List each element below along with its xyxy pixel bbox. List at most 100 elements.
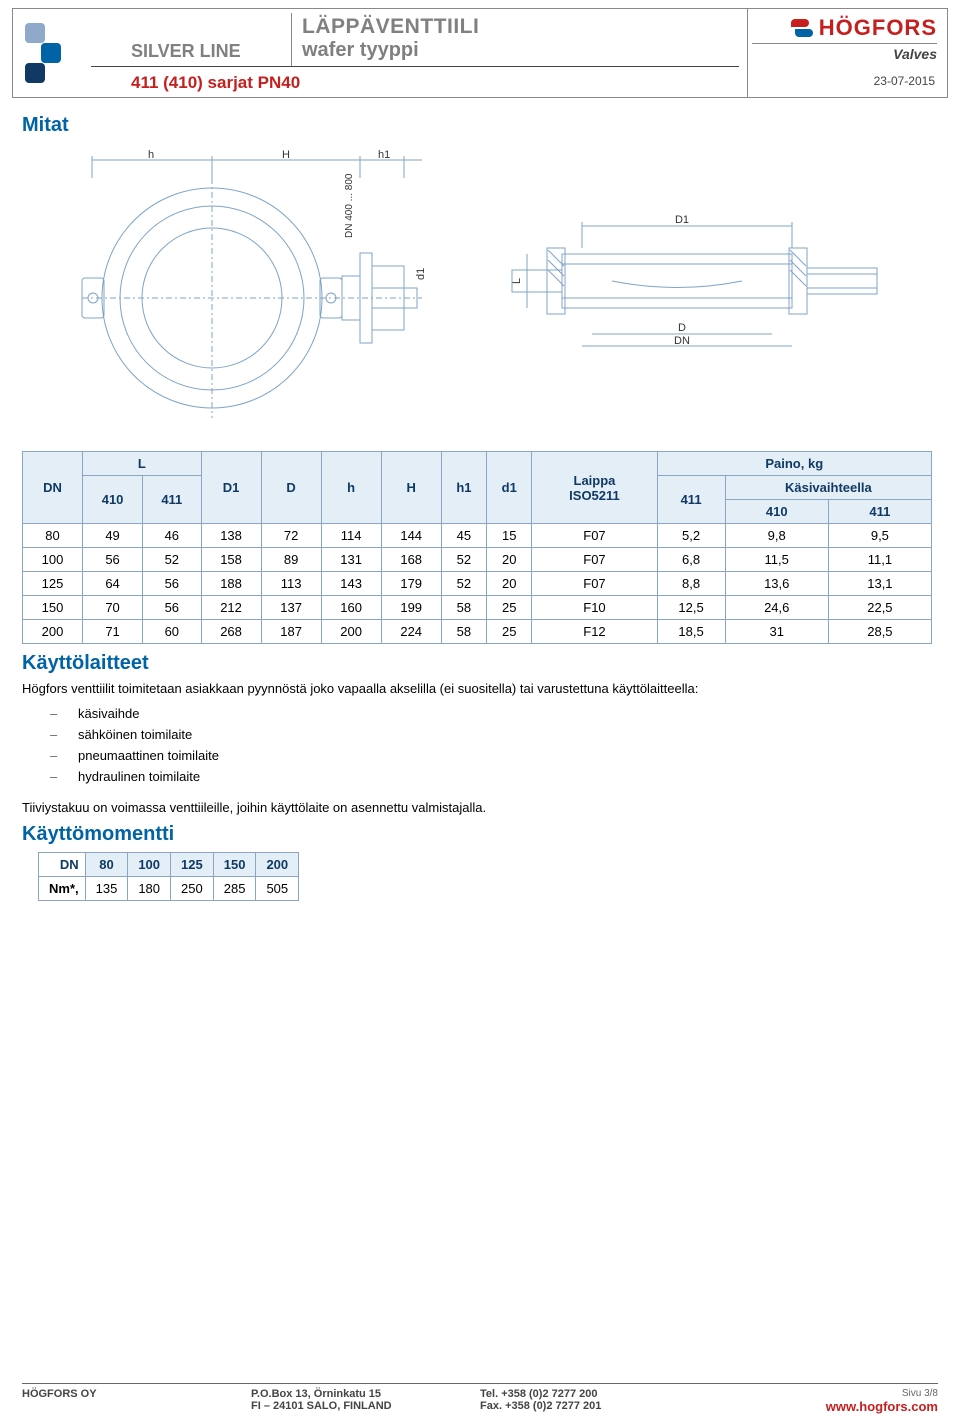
header-center: SILVER LINE LÄPPÄVENTTIILI wafer tyyppi … — [83, 9, 747, 97]
table-cell: 125 — [23, 572, 83, 596]
dim-DN: DN — [674, 335, 690, 347]
table-cell: 160 — [321, 596, 381, 620]
table-cell: 212 — [201, 596, 261, 620]
table-cell: 187 — [261, 620, 321, 644]
list-item: hydraulinen toimilaite — [78, 769, 938, 784]
side-view-svg: D1 L D DN — [492, 208, 892, 368]
th-h1: h1 — [441, 452, 486, 524]
table-cell: 11,5 — [725, 548, 828, 572]
side-view-drawing: D1 L D DN — [492, 208, 892, 368]
table-row: 1005652158891311685220F076,811,511,1 — [23, 548, 932, 572]
table-cell: 150 — [23, 596, 83, 620]
table-cell: 143 — [321, 572, 381, 596]
table-cell: 8,8 — [657, 572, 725, 596]
logo-sq1 — [25, 23, 45, 43]
th-L-410: 410 — [83, 476, 143, 524]
table-cell: 13,6 — [725, 572, 828, 596]
th-handlever: Käsivaihteella — [725, 476, 931, 500]
logo-shapes — [25, 23, 71, 83]
table-cell: 200 — [321, 620, 381, 644]
table-cell: 18,5 — [657, 620, 725, 644]
section-mitat: Mitat — [22, 114, 938, 137]
torque-val: 505 — [256, 877, 299, 901]
table-row: 20071602681872002245825F1218,53128,5 — [23, 620, 932, 644]
table-cell: 89 — [261, 548, 321, 572]
table-cell: 15 — [487, 524, 532, 548]
dim-D1: D1 — [675, 214, 689, 226]
table-cell: 31 — [725, 620, 828, 644]
table-cell: 12,5 — [657, 596, 725, 620]
th-D: D — [261, 452, 321, 524]
torque-val: 250 — [171, 877, 214, 901]
actuator-list: käsivaihdesähköinen toimilaitepneumaatti… — [78, 706, 938, 784]
table-cell: 64 — [83, 572, 143, 596]
table-cell: 13,1 — [828, 572, 931, 596]
table-cell: 144 — [381, 524, 441, 548]
table-cell: 11,1 — [828, 548, 931, 572]
table-cell: 268 — [201, 620, 261, 644]
doc-title-line1: LÄPPÄVENTTIILI — [302, 15, 739, 39]
section-actuators: Käyttölaitteet — [22, 652, 938, 675]
logo-sq3 — [25, 63, 45, 83]
table-cell: 188 — [201, 572, 261, 596]
dim-D: D — [678, 322, 686, 334]
torque-dn-label: DN — [39, 853, 86, 877]
table-cell: 131 — [321, 548, 381, 572]
dim-d1: d1 — [415, 268, 427, 280]
table-cell: 5,2 — [657, 524, 725, 548]
footer-page: Sivu 3/8 — [709, 1388, 938, 1399]
table-cell: 25 — [487, 620, 532, 644]
table-cell: 25 — [487, 596, 532, 620]
torque-col: 80 — [85, 853, 128, 877]
th-flange: Laippa ISO5211 — [532, 452, 657, 524]
brand-logo: HÖGFORS — [752, 15, 937, 41]
list-item: käsivaihde — [78, 706, 938, 721]
table-cell: 49 — [83, 524, 143, 548]
list-item: pneumaattinen toimilaite — [78, 748, 938, 763]
header: SILVER LINE LÄPPÄVENTTIILI wafer tyyppi … — [12, 8, 948, 98]
th-hl-411: 411 — [828, 500, 931, 524]
torque-val: 135 — [85, 877, 128, 901]
th-w-411: 411 — [657, 476, 725, 524]
actuator-intro: Högfors venttiilit toimitetaan asiakkaan… — [22, 681, 938, 696]
table-cell: 158 — [201, 548, 261, 572]
torque-val: 285 — [213, 877, 256, 901]
table-cell: 72 — [261, 524, 321, 548]
table-cell: 138 — [201, 524, 261, 548]
table-cell: 114 — [321, 524, 381, 548]
drawings: h H h1 DN 400 ... 800 d1 — [32, 143, 938, 433]
dim-L: L — [511, 278, 523, 284]
table-cell: 52 — [441, 548, 486, 572]
section-torque: Käyttömomentti — [22, 823, 938, 846]
th-D1: D1 — [201, 452, 261, 524]
dim-H: H — [282, 149, 290, 161]
footer-company: HÖGFORS OY — [22, 1388, 97, 1400]
th-dn: DN — [23, 452, 83, 524]
table-cell: 100 — [23, 548, 83, 572]
footer-fax: Fax. +358 (0)2 7277 201 — [480, 1400, 601, 1412]
torque-col: 200 — [256, 853, 299, 877]
table-cell: F07 — [532, 572, 657, 596]
table-cell: 199 — [381, 596, 441, 620]
footer-url[interactable]: www.hogfors.com — [826, 1399, 938, 1414]
dim-h1: h1 — [378, 149, 390, 161]
doc-date: 23-07-2015 — [752, 74, 937, 88]
front-view-svg: h H h1 DN 400 ... 800 d1 — [32, 148, 452, 428]
footer-addr1: P.O.Box 13, Örninkatu 15 — [251, 1388, 381, 1400]
table-cell: 179 — [381, 572, 441, 596]
th-hl-410: 410 — [725, 500, 828, 524]
torque-nm-label: Nm*, — [39, 877, 86, 901]
th-h: h — [321, 452, 381, 524]
table-cell: F07 — [532, 524, 657, 548]
th-d1: d1 — [487, 452, 532, 524]
table-cell: 20 — [487, 572, 532, 596]
torque-val: 180 — [128, 877, 171, 901]
table-cell: 52 — [441, 572, 486, 596]
table-cell: 28,5 — [828, 620, 931, 644]
table-cell: 9,8 — [725, 524, 828, 548]
dimensions-table: DN L D1 D h H h1 d1 Laippa ISO5211 Paino… — [22, 451, 932, 644]
table-cell: 58 — [441, 596, 486, 620]
th-L: L — [83, 452, 201, 476]
brand-accent-icon — [791, 19, 813, 37]
table-cell: 6,8 — [657, 548, 725, 572]
